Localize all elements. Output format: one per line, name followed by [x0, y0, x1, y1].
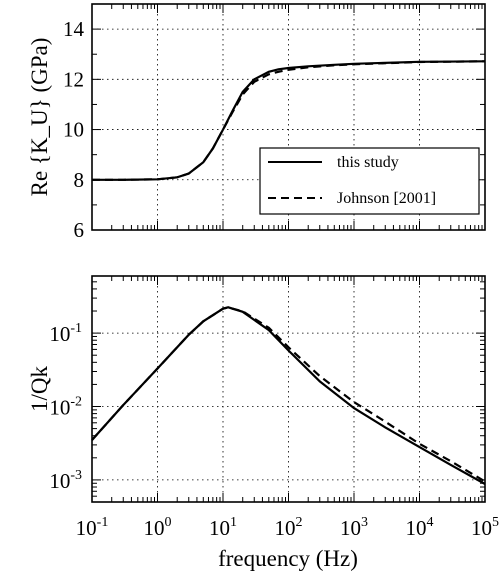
bottom-xtick-labels: 10-1 100 101 102 103 104 105	[76, 515, 499, 540]
ytick-base: 10	[49, 469, 70, 493]
top-series-lines	[92, 60, 486, 181]
top-ytick-label: 10	[63, 118, 84, 142]
bottom-panel: 10-310-210-1 10-1 100 101 102 103 104 105 1/Qk…	[27, 275, 499, 571]
xtick-base: 10	[340, 516, 361, 540]
bottom-xtick-label: 100	[144, 515, 172, 540]
ytick-base: 10	[49, 322, 70, 346]
bottom-xtick-label: 10-1	[76, 515, 109, 540]
legend-label-johnson: Johnson [2001]	[337, 190, 436, 207]
bottom-y-axis-label: 1/Qk	[27, 366, 52, 413]
legend: this study Johnson [2001]	[259, 147, 480, 215]
xtick-base: 10	[76, 516, 97, 540]
top-ytick-label: 6	[74, 218, 85, 242]
bottom-xtick-label: 105	[471, 515, 499, 540]
ytick-exponent: -1	[70, 321, 82, 336]
xtick-exponent: 1	[230, 515, 237, 530]
bottom-series-lines	[91, 306, 486, 485]
bottom-grid	[92, 276, 485, 502]
bottom-series-johnson-2001	[91, 306, 486, 483]
top-ytick-labels: 6 8 10 12 14	[63, 17, 85, 242]
ytick-exponent: -2	[70, 395, 82, 410]
xtick-base: 10	[144, 516, 165, 540]
x-axis-label: frequency (Hz)	[218, 546, 358, 571]
bottom-xtick-label: 103	[340, 515, 368, 540]
top-panel: 6 8 10 12 14 Re {K_U} (GPa) this study Johns…	[27, 3, 486, 242]
xtick-exponent: 4	[427, 515, 434, 530]
xtick-base: 10	[275, 516, 296, 540]
top-ytick-label: 14	[63, 17, 85, 41]
top-plot-frame	[91, 3, 486, 231]
top-series-johnson-2001	[92, 60, 486, 181]
top-ticks	[91, 3, 486, 231]
xtick-exponent: 5	[492, 515, 499, 530]
ytick-exponent: -3	[70, 468, 82, 483]
xtick-exponent: -1	[97, 515, 109, 530]
xtick-exponent: 2	[296, 515, 303, 530]
bottom-ytick-label: 10-1	[49, 321, 82, 346]
bottom-ytick-labels: 10-310-210-1	[49, 321, 82, 493]
legend-box	[259, 147, 480, 215]
bottom-xtick-label: 102	[275, 515, 303, 540]
bottom-ticks	[91, 275, 486, 503]
bottom-xtick-label: 104	[406, 515, 434, 540]
xtick-exponent: 3	[361, 515, 368, 530]
xtick-base: 10	[209, 516, 230, 540]
ytick-base: 10	[49, 396, 70, 420]
xtick-exponent: 0	[165, 515, 172, 530]
xtick-base: 10	[471, 516, 492, 540]
bottom-xtick-label: 101	[209, 515, 237, 540]
bottom-plot-frame	[91, 275, 486, 503]
bottom-ytick-label: 10-2	[49, 395, 82, 420]
legend-label-this-study: this study	[337, 154, 399, 171]
top-ytick-label: 8	[74, 168, 85, 192]
bottom-ytick-label: 10-3	[49, 468, 82, 493]
xtick-base: 10	[406, 516, 427, 540]
top-ytick-label: 12	[63, 67, 84, 91]
top-y-axis-label: Re {K_U} (GPa)	[27, 38, 52, 197]
